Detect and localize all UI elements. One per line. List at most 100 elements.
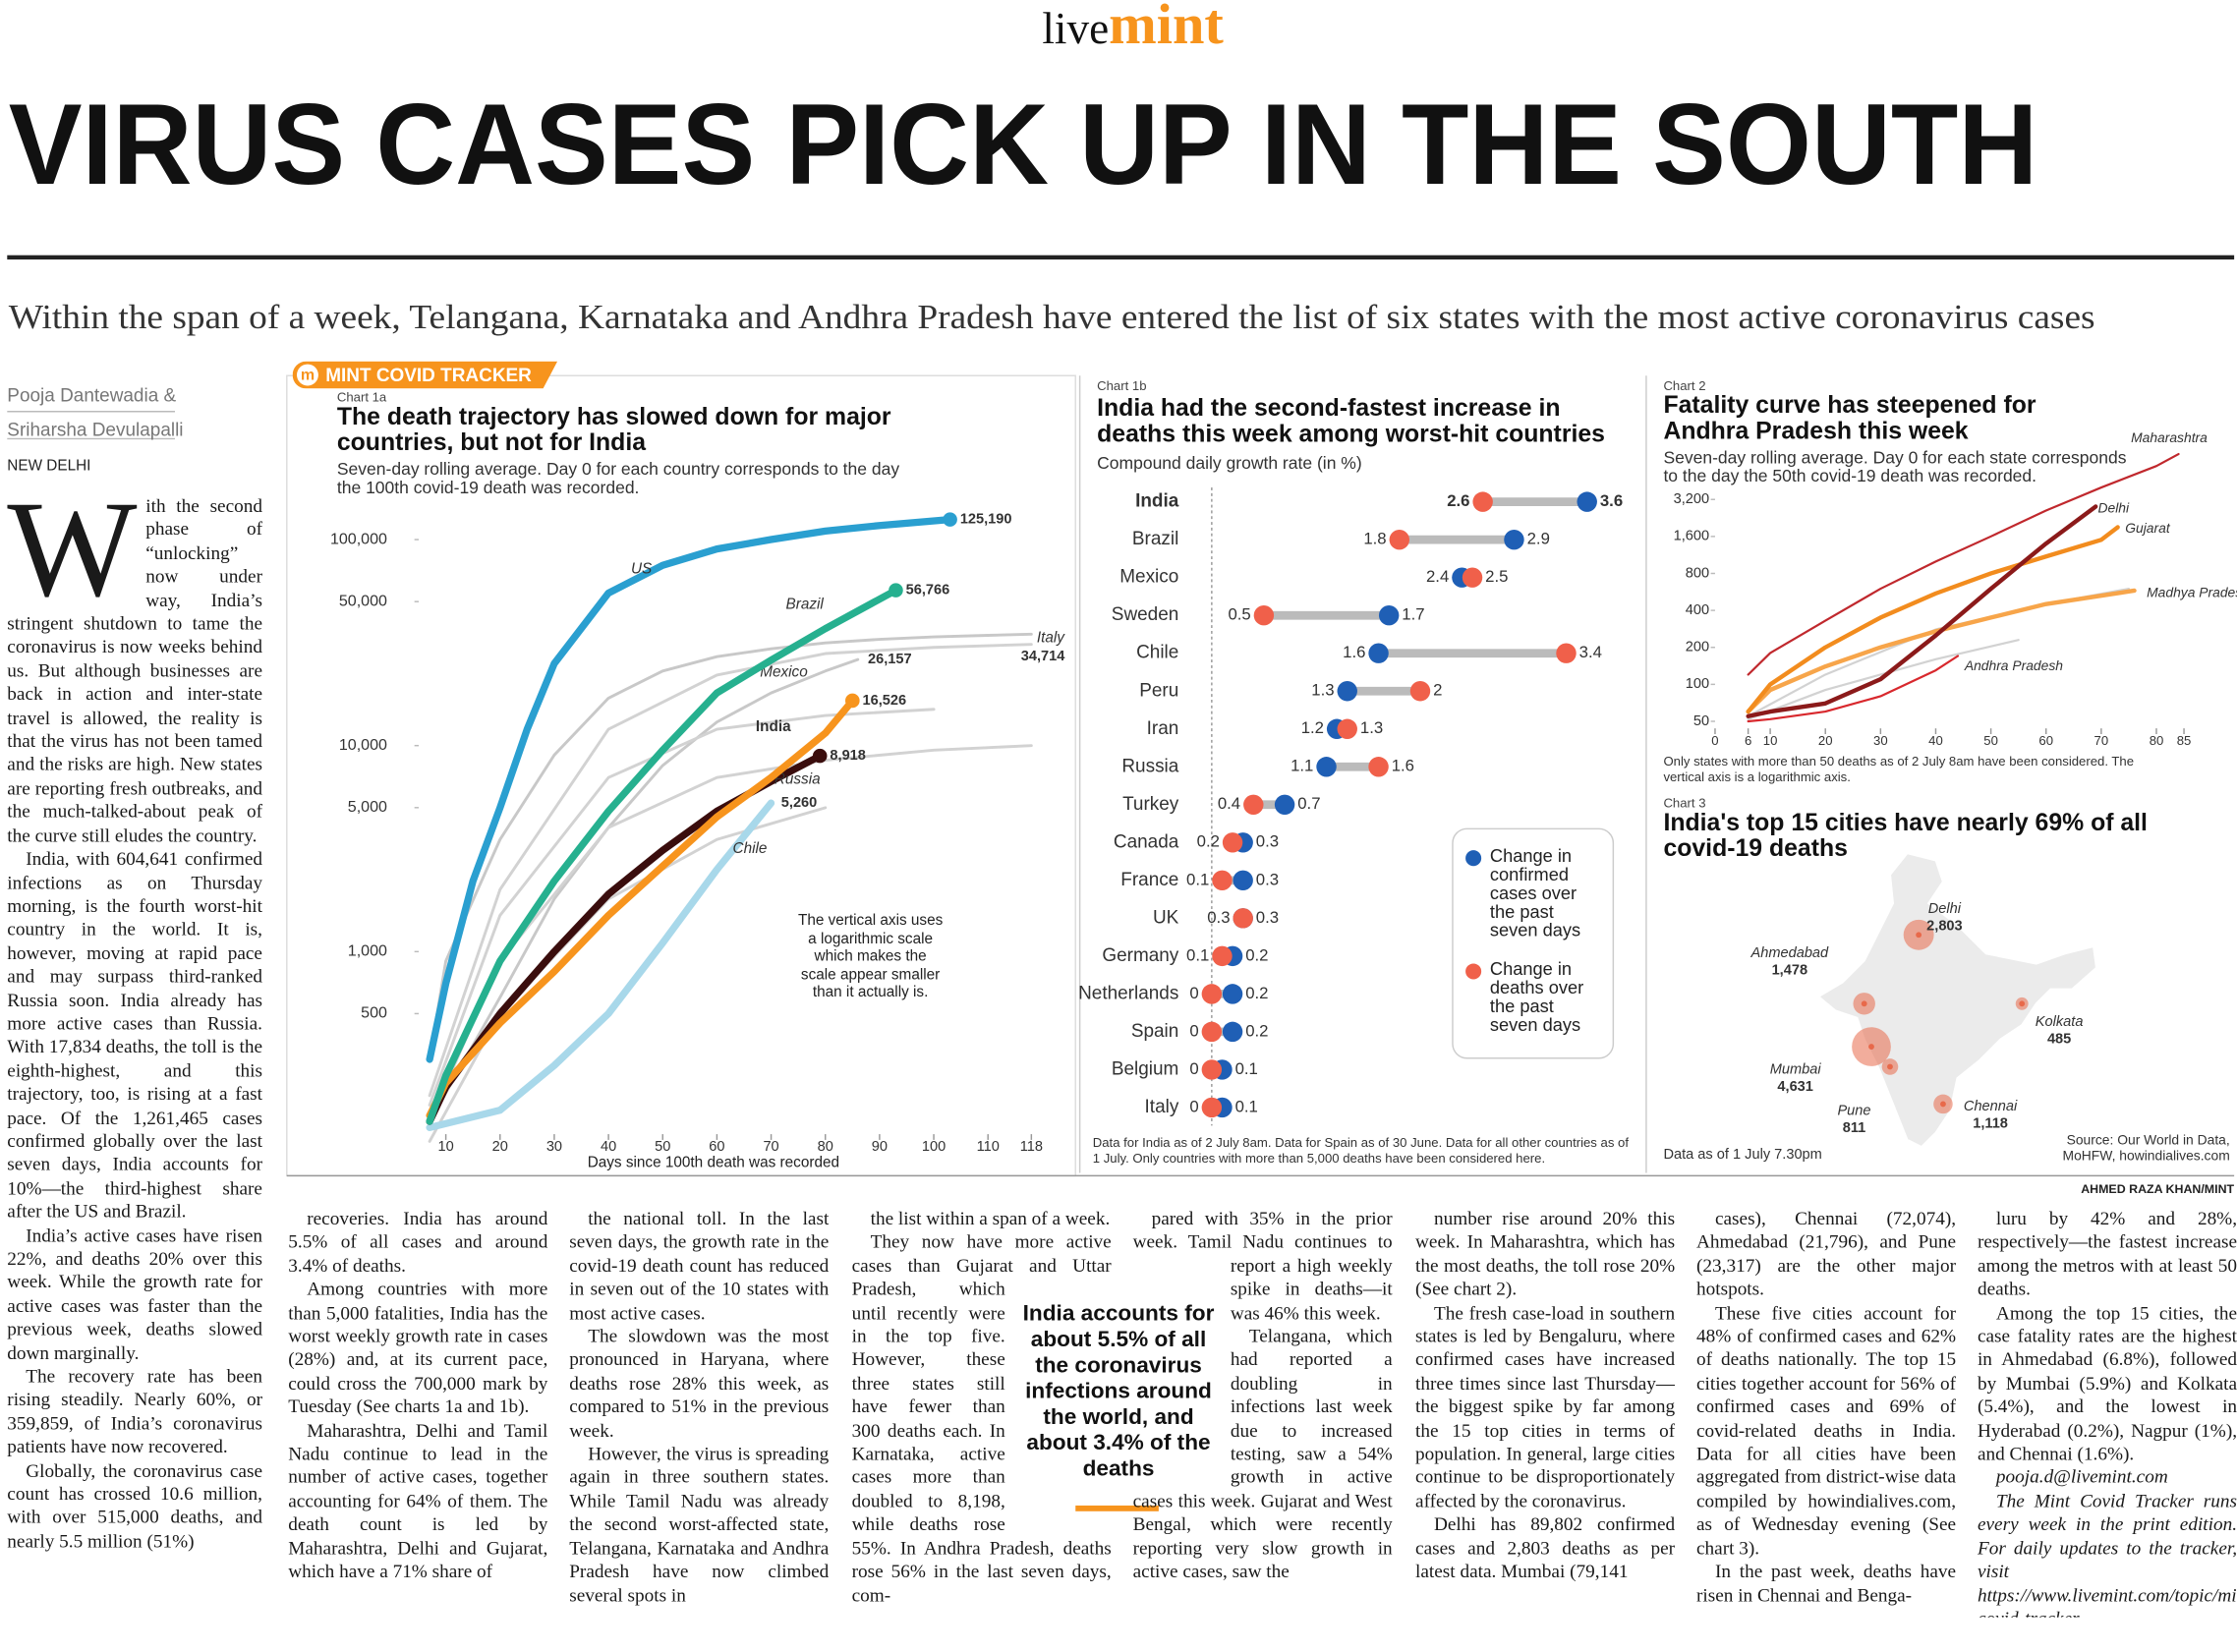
dot <box>1201 1097 1223 1118</box>
dot <box>1201 1059 1223 1080</box>
paragraph: Among the top 15 cities, the case fatali… <box>1977 1301 2237 1464</box>
y-tick-label: 400 <box>1686 602 1709 618</box>
tracker-text: MINT COVID TRACKER <box>325 364 532 386</box>
value-label: 0.7 <box>1297 794 1320 813</box>
paragraph: In the past week, deaths have risen in C… <box>1695 1560 1957 1606</box>
dot <box>1201 984 1223 1004</box>
article-column: recoveries. India has around 5.5% of all… <box>288 1207 547 1617</box>
value-label: 0.3 <box>1256 908 1279 927</box>
y-tick-label: 800 <box>1686 565 1709 581</box>
x-tick-label: 0 <box>1711 733 1718 748</box>
value-label: 1.2 <box>1301 718 1324 737</box>
x-tick-label: 60 <box>2038 733 2053 748</box>
category-label: Netherlands <box>1078 983 1178 1003</box>
chart-note: Only states with more than 50 deaths as … <box>1663 754 2135 785</box>
legend-dot <box>1465 963 1482 980</box>
series-line <box>426 799 775 1132</box>
dot <box>1556 643 1577 663</box>
series-line <box>428 632 1033 1061</box>
chart-subtitle: Seven-day rolling average. Day 0 for eac… <box>336 458 900 498</box>
x-tick-label: 80 <box>2150 733 2164 748</box>
legend-box <box>1452 827 1615 1059</box>
category-label: UK <box>1153 907 1179 928</box>
paragraph: the national toll. In the last seven day… <box>569 1207 830 1324</box>
value-label: 1.7 <box>1402 605 1424 624</box>
city-name: Pune <box>1837 1104 1870 1119</box>
paragraph: Telangana, which had reported a doubling… <box>1132 1325 1393 1582</box>
city-dot <box>1868 1044 1874 1050</box>
chart-annotation: The vertical axis uses a logarithmic sca… <box>797 911 944 1001</box>
value-label: 0 <box>1189 1059 1198 1078</box>
x-tick-label: 6 <box>1745 733 1751 748</box>
value-label: 0.1 <box>1235 1097 1258 1115</box>
chart-subtitle: Compound daily growth rate (in %) <box>1097 453 1362 474</box>
series-name: Mexico <box>760 663 808 680</box>
x-tick-label: 60 <box>709 1139 724 1155</box>
x-tick-label: 20 <box>492 1139 508 1155</box>
dot <box>1337 681 1357 702</box>
chart-subtitle: Seven-day rolling average. Day 0 for eac… <box>1663 447 2127 486</box>
tracker-note: The Mint Covid Tracker runs every week i… <box>1977 1489 2237 1618</box>
dot <box>1504 529 1524 550</box>
value-label: 5,260 <box>781 795 817 811</box>
value-label: 1.8 <box>1363 530 1386 548</box>
value-label: 0.1 <box>1186 945 1209 964</box>
paragraph: Globally, the coronavirus case count has… <box>7 1458 262 1552</box>
credit: AHMED RAZA KHAN/MINT <box>2081 1181 2235 1196</box>
city-dot <box>1916 932 1922 939</box>
tracker-icon: m <box>297 365 318 386</box>
end-marker <box>889 583 903 598</box>
value-label: 125,190 <box>960 511 1012 527</box>
city-value: 811 <box>1843 1120 1866 1136</box>
x-tick-label: 10 <box>437 1139 453 1155</box>
series-line <box>1746 525 2120 714</box>
series-line <box>1747 655 1960 723</box>
city-value: 2,803 <box>1926 918 1962 934</box>
chart-title: India had the second-fastest increase in… <box>1097 394 1605 448</box>
series-name: Andhra Pradesh <box>1964 657 2063 673</box>
dot <box>1316 757 1337 777</box>
series-name: Chile <box>733 840 768 857</box>
dot <box>1201 1021 1223 1043</box>
series-line <box>428 643 1033 1098</box>
value-label: 0.2 <box>1245 1021 1268 1040</box>
series-line <box>426 587 900 1125</box>
masthead-mint: mint <box>1109 0 1224 56</box>
city-dot <box>1861 1000 1867 1007</box>
paragraph: The fresh case-load in southern states i… <box>1415 1301 1676 1511</box>
value-label: 0.3 <box>1207 908 1230 927</box>
value-label: 1.1 <box>1291 757 1313 775</box>
value-label: 34,714 <box>1021 649 1065 664</box>
article-column: the national toll. In the last seven day… <box>569 1207 829 1617</box>
category-label: Peru <box>1139 680 1178 701</box>
value-label: 0 <box>1189 1021 1198 1040</box>
category-label: Mexico <box>1119 567 1178 588</box>
value-label: 0.3 <box>1256 832 1279 851</box>
article-column: the list within a span of a week. They no… <box>852 1207 1112 1617</box>
author: Sriharsha Devulapalli <box>7 419 184 440</box>
dot <box>1212 945 1233 967</box>
x-tick-label: 70 <box>763 1139 778 1155</box>
dot <box>1222 1021 1243 1043</box>
value-label: 56,766 <box>906 582 950 598</box>
value-label: 0 <box>1189 984 1198 1002</box>
paragraph: They now have more active cases than Guj… <box>851 1230 1112 1606</box>
value-label: 0.2 <box>1245 984 1268 1002</box>
value-label: 3.4 <box>1579 643 1602 661</box>
paragraph: The recovery rate has been rising steadi… <box>7 1365 262 1457</box>
x-tick-label: 10 <box>1763 733 1778 748</box>
tracker-badge: m MINT COVID TRACKER <box>293 362 558 389</box>
paragraph: Delhi has 89,802 confirmed cases and 2,8… <box>1415 1512 1676 1582</box>
paragraph: cases), Chennai (72,074), Ahmedabad (21,… <box>1695 1207 1957 1300</box>
y-tick-label: 1,000 <box>348 942 387 960</box>
series-line <box>1746 504 2098 718</box>
x-axis-label: Days since 100th death was recorded <box>587 1154 840 1172</box>
x-tick-label: 30 <box>546 1139 562 1155</box>
value-label: 26,157 <box>868 652 912 667</box>
city-name: Chennai <box>1964 1099 2018 1114</box>
article-column: pared with 35% in the prior week. Tamil … <box>1133 1207 1393 1617</box>
x-tick-label: 110 <box>977 1139 1000 1155</box>
city-dot <box>1940 1101 1946 1108</box>
article-column: luru by 42% and 28%, respectively—the fa… <box>1978 1207 2237 1617</box>
